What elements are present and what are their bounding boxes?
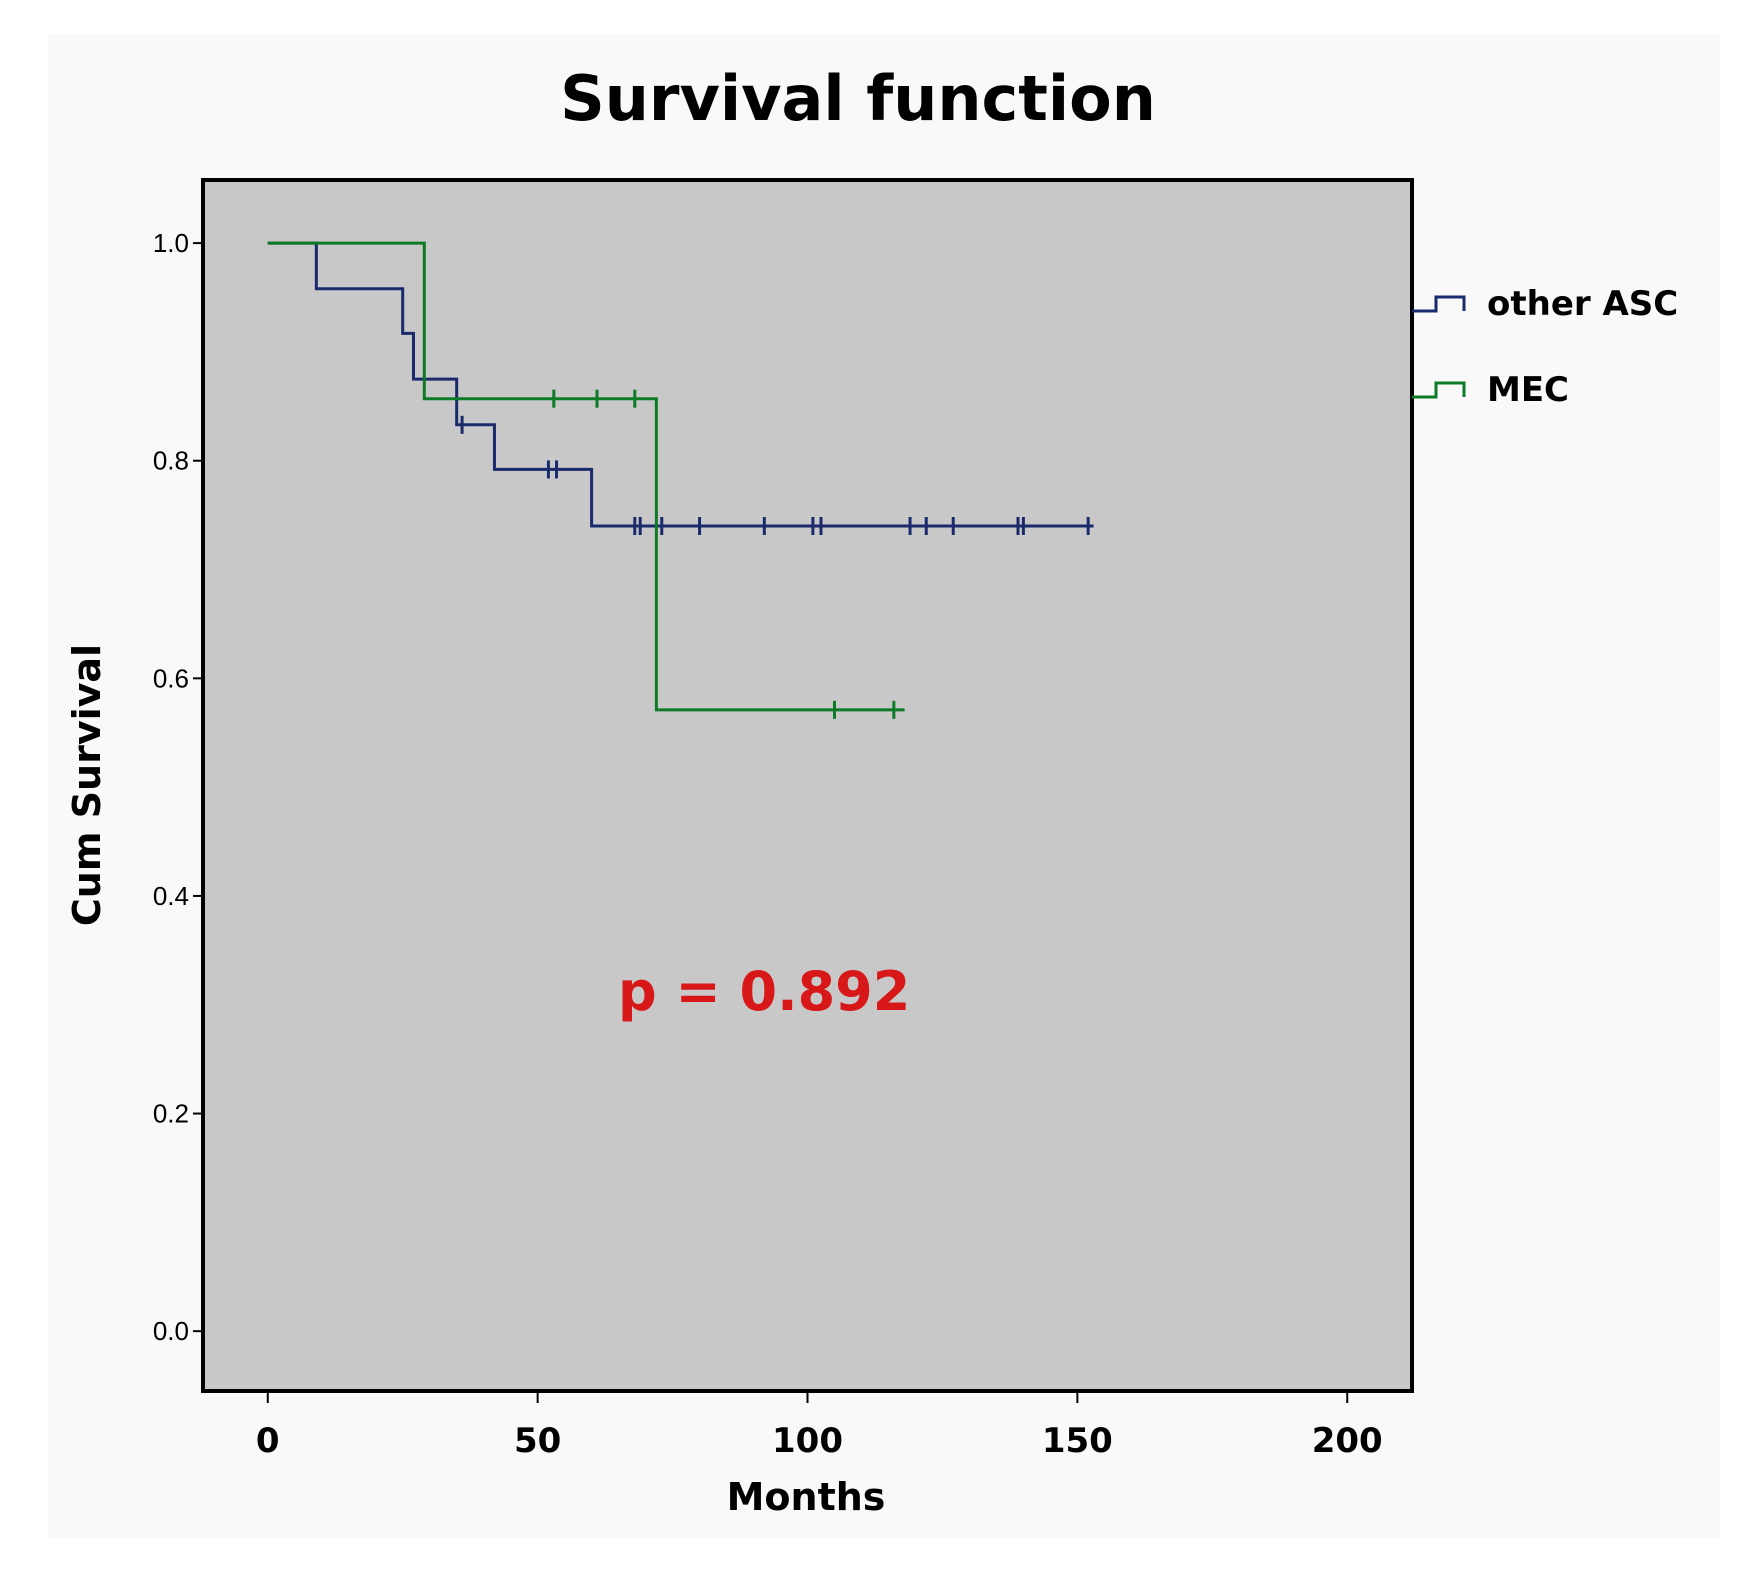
y-axis: 0.0 0.2 0.4 0.6 0.8 1.0 — [153, 228, 203, 1346]
p-value-annotation: p = 0.892 — [618, 960, 910, 1023]
series-layer — [267, 241, 1094, 719]
y-tick-label: 0.0 — [153, 1316, 189, 1346]
survival-curve-mec — [267, 241, 905, 712]
x-axis: 0 50 100 150 200 — [256, 1391, 1383, 1461]
x-tick-label: 0 — [256, 1421, 280, 1461]
y-tick-label: 0.8 — [153, 446, 189, 476]
y-tick-label: 1.0 — [153, 228, 189, 258]
plot-area — [201, 178, 1414, 1393]
legend-label-other-asc: other ASC — [1487, 284, 1678, 324]
chart-title: Survival function — [560, 62, 1156, 135]
x-tick-label: 100 — [772, 1421, 843, 1461]
y-tick-label: 0.4 — [153, 881, 189, 911]
y-axis-label: Cum Survival — [65, 644, 109, 926]
legend-label-mec: MEC — [1487, 370, 1569, 410]
legend-swatch-mec — [1412, 381, 1466, 399]
x-tick-label: 50 — [514, 1421, 561, 1461]
x-tick-label: 200 — [1312, 1421, 1383, 1461]
y-tick-label: 0.2 — [153, 1099, 189, 1129]
legend-swatch-other-asc — [1412, 295, 1466, 313]
y-tick-label: 0.6 — [153, 663, 189, 693]
survival-curve-other-asc — [267, 241, 1094, 528]
x-tick-label: 150 — [1042, 1421, 1113, 1461]
x-axis-label: Months — [727, 1475, 886, 1519]
legend: other ASC MEC — [1412, 284, 1678, 410]
